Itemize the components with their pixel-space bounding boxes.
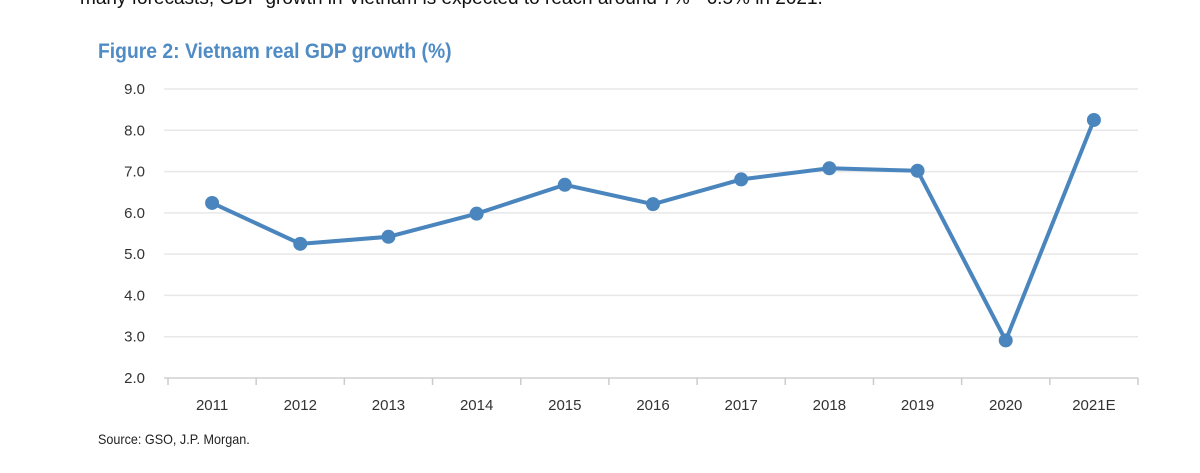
x-tick-label: 2020 (989, 397, 1022, 414)
data-point (910, 163, 925, 178)
y-tick-label: 3.0 (124, 329, 145, 346)
x-tick-label: 2018 (813, 397, 846, 414)
data-point (646, 197, 660, 212)
x-tick-label: 2017 (724, 397, 757, 414)
y-tick-label: 5.0 (124, 246, 145, 263)
data-point (469, 206, 484, 221)
data-point (205, 195, 220, 210)
x-tick-label: 2019 (901, 397, 934, 414)
chart-title: Figure 2: Vietnam real GDP growth (%) (98, 40, 452, 63)
y-tick-label: 4.0 (124, 287, 145, 304)
data-point (998, 333, 1013, 348)
x-tick-label: 2016 (636, 397, 669, 414)
data-point (557, 177, 572, 192)
x-tick-label: 2011 (196, 397, 228, 414)
y-tick-label: 8.0 (124, 122, 145, 139)
data-point (381, 229, 396, 244)
x-tick-label: 2014 (460, 397, 493, 414)
y-tick-label: 9.0 (124, 81, 145, 98)
y-tick-label: 7.0 (124, 164, 145, 181)
data-point (293, 236, 308, 251)
chart-source: Source: GSO, J.P. Morgan. (98, 431, 250, 447)
data-point (734, 172, 749, 187)
series-line (211, 119, 1096, 343)
x-tick-label: 2021E (1072, 397, 1115, 414)
intro-text: many forecasts, GDP growth in Vietnam is… (80, 0, 823, 10)
y-tick-label: 6.0 (124, 205, 145, 222)
x-tick-label: 2015 (548, 397, 581, 414)
data-point (1086, 112, 1101, 127)
data-point (822, 161, 837, 176)
x-tick-label: 2013 (372, 397, 405, 414)
y-tick-label: 2.0 (124, 370, 145, 387)
x-tick-label: 2012 (284, 397, 317, 414)
